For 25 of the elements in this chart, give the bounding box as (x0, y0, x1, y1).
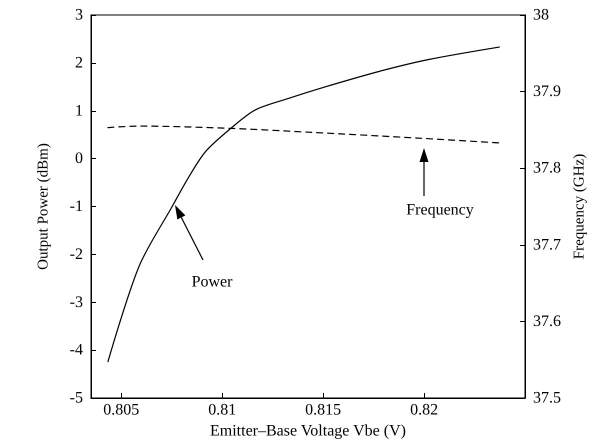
y-tick-label: -2 (70, 246, 83, 263)
line-series (107, 46, 500, 362)
y2-tick-label: 37.6 (533, 312, 561, 330)
y-tick-label: 2 (75, 54, 83, 72)
y-tick-label: -4 (70, 342, 83, 359)
y-tick-label: -1 (70, 198, 83, 215)
x-axis-title: Emitter–Base Voltage Vbe (V) (210, 422, 406, 440)
y2-tick-label: 37.9 (533, 83, 561, 100)
y-tick-label: 3 (75, 6, 83, 24)
y-axis-title: Output Power (dBm) (36, 143, 52, 270)
x-tick-label: 0.815 (305, 402, 342, 418)
y2-tick-label: 37.5 (533, 390, 561, 406)
y-tick-label: 1 (75, 102, 83, 120)
y-tick-label: 0 (75, 150, 83, 168)
y2-axis-title: Frequency (GHz) (571, 154, 588, 260)
x-tick-label: 0.805 (103, 402, 140, 418)
annotation: Frequency (406, 202, 474, 218)
y-tick-label: -5 (70, 390, 83, 406)
y2-tick-label: 37.7 (533, 236, 561, 254)
x-tick-label: 0.82 (410, 402, 438, 418)
x-tick-label: 0.81 (208, 402, 236, 418)
y-tick-label: -3 (70, 294, 83, 311)
y2-tick-label: 38 (533, 6, 549, 24)
y2-tick-label: 37.8 (533, 160, 561, 177)
annotation: Power (192, 274, 234, 290)
